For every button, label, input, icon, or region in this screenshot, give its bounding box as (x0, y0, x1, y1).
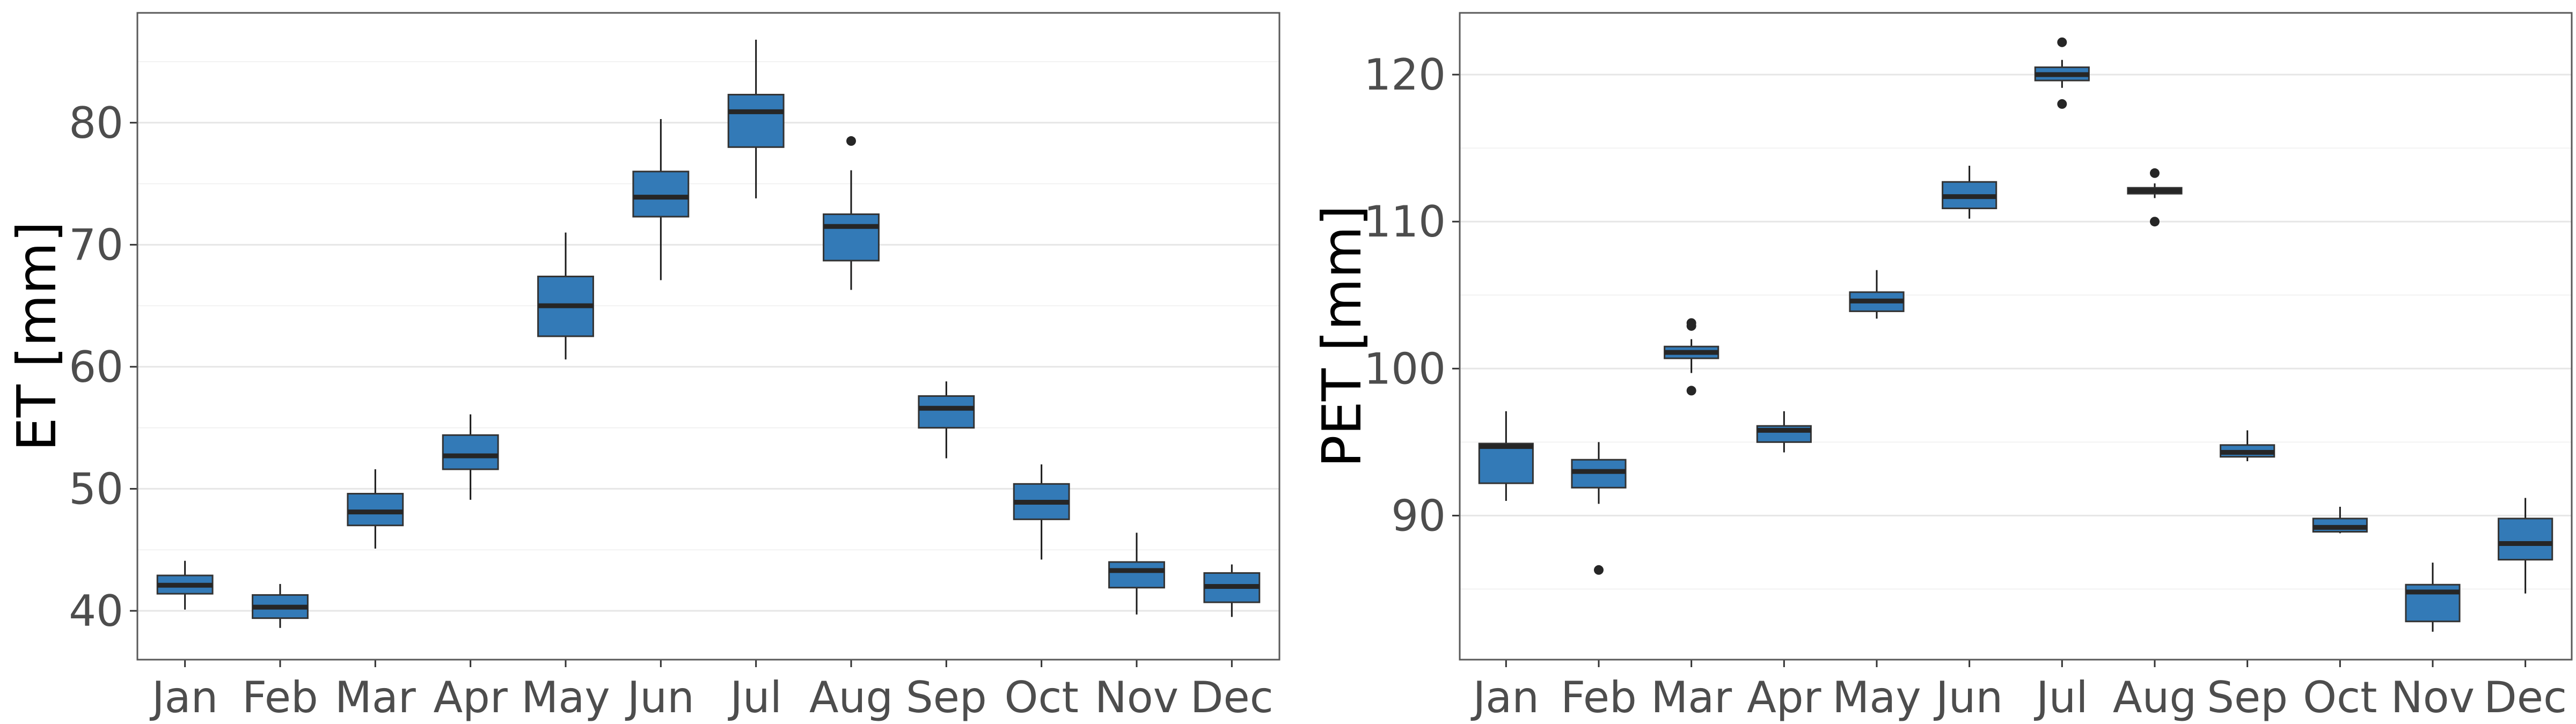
pet-box-feb (1571, 442, 1627, 575)
pet-box-may (1849, 270, 1905, 319)
et-x-tick-label: Dec (1190, 673, 1274, 722)
et-iqr-box (918, 395, 975, 429)
et-x-tick-label: Jul (727, 673, 782, 722)
et-box-dec (1203, 564, 1261, 617)
et-panel: 40 50 60 70 80 Jan Feb Mar Apr May Jun Jul Aug Sep Oct… (5, 12, 1280, 722)
et-box-sep (918, 381, 975, 459)
et-plot-background (137, 13, 1279, 660)
pet-x-tick-label: Jul (2033, 673, 2088, 722)
et-x-tick-label: Feb (242, 673, 318, 722)
pet-box-mar (1664, 318, 1719, 396)
pet-outlier-point (1686, 318, 1696, 328)
pet-y-tick-label: 90 (1391, 491, 1446, 541)
pet-x-tick-label: Aug (2113, 673, 2197, 722)
pet-box-dec (2498, 498, 2553, 594)
pet-x-tick-label: Feb (1561, 673, 1637, 722)
pet-y-tick-label: 110 (1364, 197, 1446, 247)
et-iqr-box (442, 434, 499, 470)
pet-box-nov (2405, 563, 2461, 632)
pet-box-aug (2127, 168, 2183, 227)
et-box-nov (1108, 533, 1165, 615)
et-outlier-point (846, 136, 856, 146)
et-x-tick-label: Mar (335, 673, 416, 722)
et-y-tick-label: 80 (69, 98, 123, 148)
pet-x-tick-label: Nov (2391, 673, 2475, 722)
pet-y-tick-label: 100 (1364, 344, 1446, 394)
pet-box-apr (1756, 411, 1812, 453)
et-panel-border (136, 12, 1280, 661)
pet-x-tick-label: Jun (1933, 673, 2003, 722)
pet-outlier-point (1594, 565, 1604, 575)
pet-iqr-box (2498, 518, 2553, 561)
et-iqr-box (823, 213, 880, 262)
pet-y-axis-title: PET [mm] (1311, 205, 1373, 467)
pet-iqr-box (1478, 442, 1534, 484)
et-box-jul (727, 40, 785, 198)
pet-outlier-point (1686, 386, 1696, 396)
pet-outlier-point (2057, 37, 2067, 47)
et-y-axis-title: ET [mm] (5, 221, 68, 452)
et-box-jan (156, 560, 214, 610)
pet-x-tick-label: May (1832, 673, 1921, 722)
pet-x-tick-label: Apr (1747, 673, 1821, 722)
pet-panel: 90 100 110 120 Jan Feb Mar Apr May Jun Jul Aug Sep Oc… (1311, 12, 2573, 722)
pet-y-tick-label: 120 (1364, 50, 1446, 100)
pet-box-sep (2220, 430, 2275, 461)
et-x-tick-label: Apr (433, 673, 508, 722)
et-box-mar (347, 469, 404, 549)
et-iqr-box (727, 93, 785, 148)
et-x-tick-label: Oct (1005, 673, 1079, 722)
et-x-tick-label: Aug (809, 673, 893, 722)
et-iqr-box (1108, 561, 1165, 589)
et-x-tick-label: Nov (1095, 673, 1179, 722)
et-x-tick-label: Jan (149, 673, 218, 722)
pet-outlier-point (2057, 99, 2067, 109)
pet-box-jan (1478, 411, 1534, 501)
et-y-tick-label: 50 (69, 464, 123, 514)
et-y-tick-label: 60 (69, 342, 123, 392)
et-box-may (537, 232, 594, 360)
pet-x-tick-label: Mar (1651, 673, 1732, 722)
pet-plot-background (1460, 13, 2572, 660)
pet-x-tick-label: Dec (2484, 673, 2567, 722)
et-x-tick-label: Sep (906, 673, 987, 722)
pet-x-tick-label: Oct (2303, 673, 2377, 722)
pet-x-tick-label: Jan (1470, 673, 1539, 722)
pet-box-jun (1942, 166, 1997, 219)
et-box-feb (252, 583, 309, 628)
et-x-tick-label: May (521, 673, 610, 722)
et-box-oct (1013, 464, 1070, 560)
pet-outlier-point (2150, 217, 2160, 227)
et-x-tick-label: Jun (625, 673, 694, 722)
et-y-tick-label: 40 (69, 586, 123, 636)
et-iqr-box (347, 493, 404, 527)
et-box-aug (823, 136, 880, 290)
pet-panel-border (1459, 12, 2573, 661)
et-box-jun (632, 119, 690, 280)
pet-x-tick-label: Sep (2207, 673, 2288, 722)
et-box-apr (442, 414, 499, 500)
et-y-tick-label: 70 (69, 220, 123, 270)
pet-outlier-point (2150, 168, 2160, 178)
pet-box-oct (2312, 506, 2368, 534)
pet-box-jul (2034, 37, 2090, 109)
et-iqr-box (632, 171, 690, 218)
